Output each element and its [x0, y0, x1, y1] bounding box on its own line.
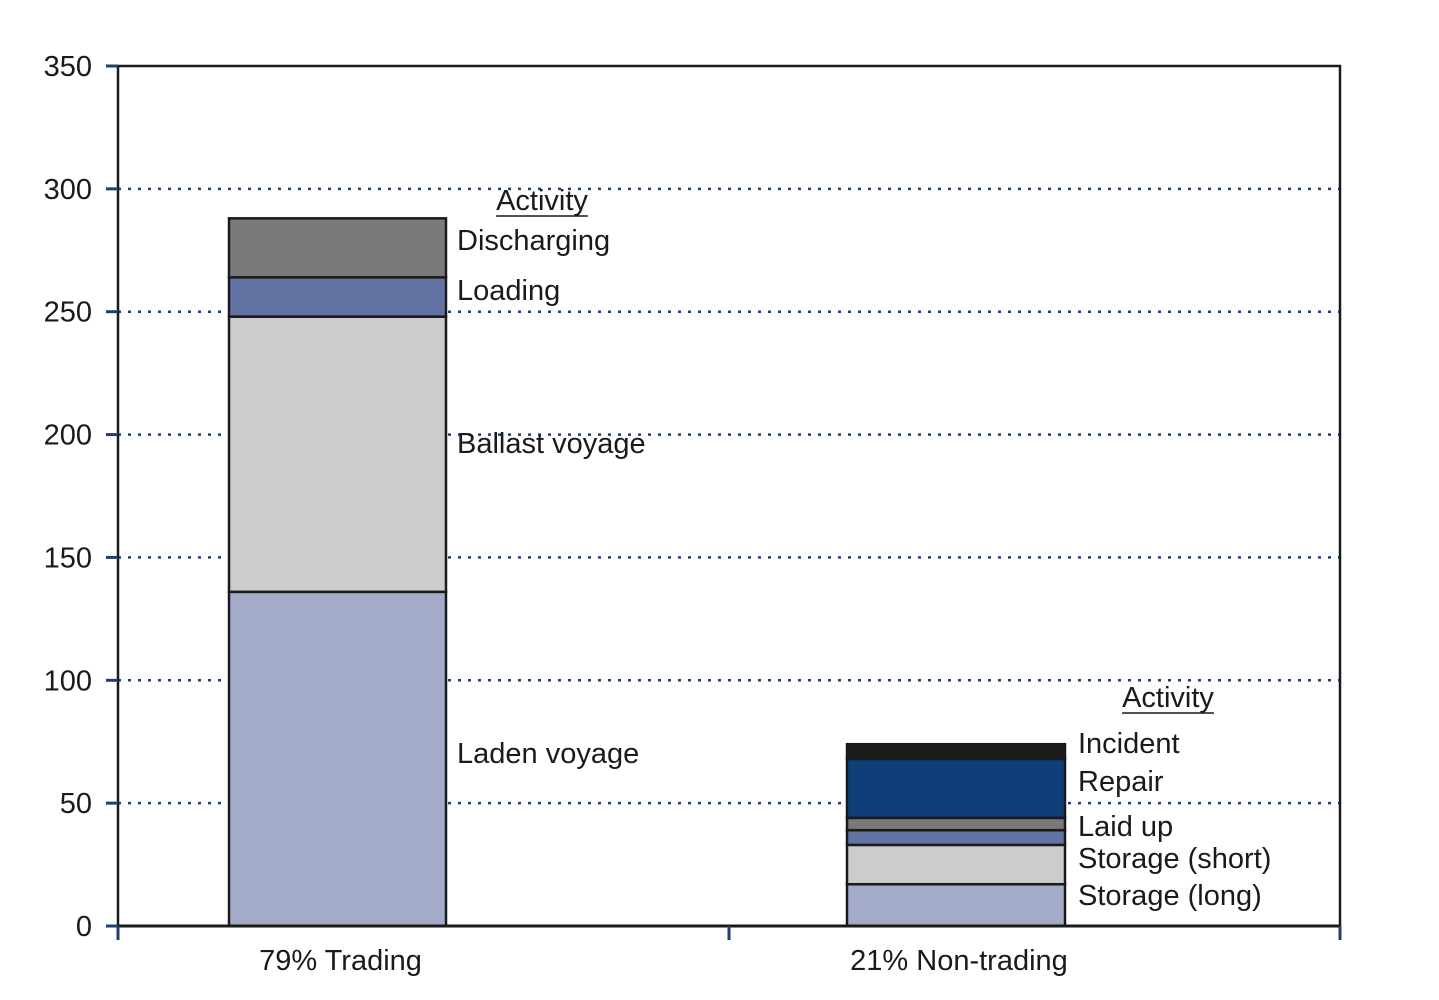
gridlines — [118, 187, 1340, 805]
y-tick-label: 300 — [44, 174, 92, 206]
bar-segment-repair — [845, 757, 1067, 820]
bar-segment-unlabeled-2 — [845, 828, 1067, 847]
segment-label: Ballast voyage — [457, 428, 646, 460]
y-tick-label: 200 — [44, 420, 92, 452]
segment-label: Storage (long) — [1078, 880, 1262, 912]
bar-segment-storage-long — [845, 882, 1067, 928]
bar-segment-incident — [845, 742, 1067, 761]
segment-label: Storage (short) — [1078, 843, 1271, 875]
bar-segment-storage-short — [845, 843, 1067, 886]
segment-label: Laid up — [1078, 811, 1173, 843]
activity-title: Activity — [1122, 682, 1214, 714]
y-tick-label: 150 — [44, 542, 92, 574]
y-tick-label: 350 — [44, 51, 92, 83]
activity-title: Activity — [496, 185, 588, 217]
bar-segment-laid-up — [845, 816, 1067, 832]
x-tick-label: 79% Trading — [259, 945, 422, 977]
segment-label: Repair — [1078, 766, 1164, 798]
bar-segment-laden-voyage — [227, 590, 448, 928]
labels: Laden voyage Ballast voyage Loading Dischar… — [457, 185, 1271, 912]
y-tick-label: 100 — [44, 665, 92, 697]
segment-label: Incident — [1078, 728, 1180, 760]
bar-segment-discharging — [227, 217, 448, 279]
segment-label: Loading — [457, 275, 560, 307]
segment-label: Laden voyage — [457, 738, 639, 770]
bars — [227, 217, 1067, 928]
y-tick-label: 250 — [44, 297, 92, 329]
y-tick-label: 0 — [76, 911, 92, 943]
x-tick-label: 21% Non-trading — [850, 945, 1068, 977]
bar-segment-loading — [227, 276, 448, 318]
bar-segment-ballast-voyage — [227, 315, 448, 594]
segment-label: Discharging — [457, 225, 610, 257]
y-tick-label: 50 — [60, 788, 92, 820]
axes: 79% Trading 21% Non-trading 0 50 100 150 200 25… — [44, 51, 1342, 977]
